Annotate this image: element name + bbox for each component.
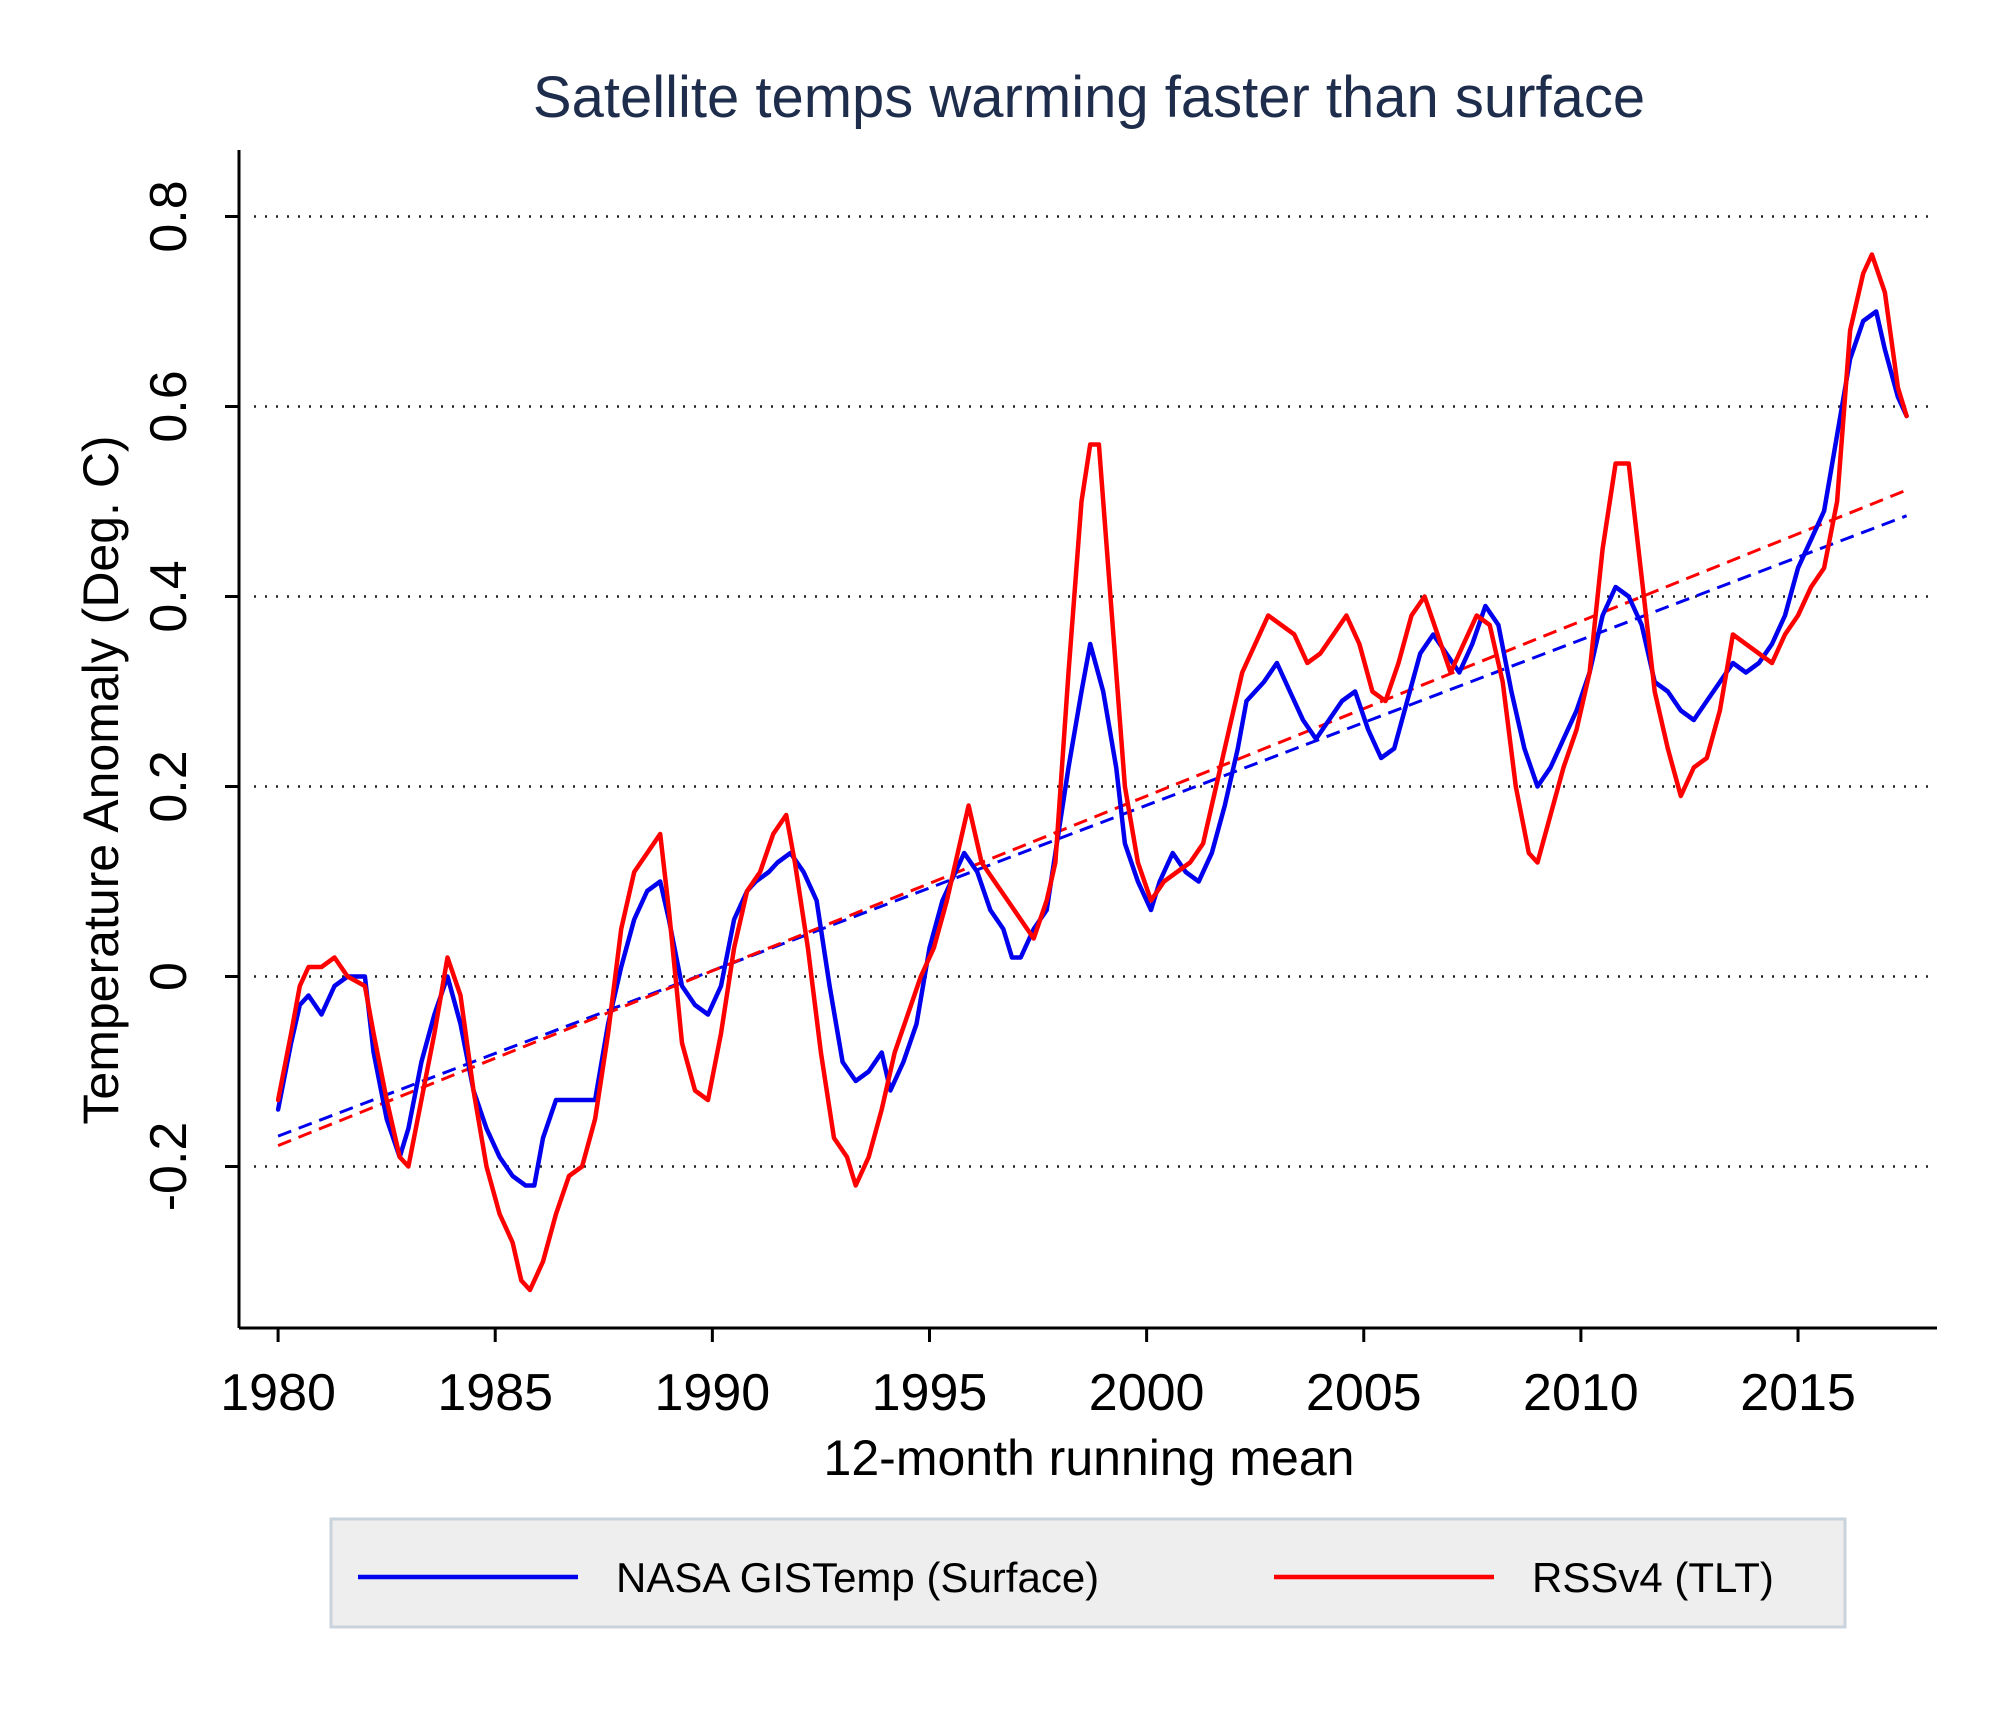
series-line-nasa-gistemp: [275, 309, 1909, 1188]
trendline-rss: [277, 488, 1908, 1147]
y-axis-label: Temperature Anomaly (Deg. C): [73, 435, 129, 1124]
x-tick-label: 2015: [1740, 1364, 1856, 1422]
x-tick-label: 1995: [872, 1364, 988, 1422]
x-axis-label: 12-month running mean: [824, 1430, 1355, 1486]
y-tick-label: 0: [140, 962, 198, 991]
trendline-nasa: [277, 514, 1908, 1138]
axis-layer: -0.2 0 0.2 0.4 0.6 0.8 1980 1985 1990 1995 2000 200…: [140, 150, 1937, 1422]
x-tick-label: 2000: [1089, 1364, 1205, 1422]
legend-box: [329, 1517, 1847, 1629]
x-tick-label: 2010: [1523, 1364, 1639, 1422]
x-tick-label: 1990: [655, 1364, 771, 1422]
legend-label-nasa: NASA GISTemp (Surface): [616, 1554, 1099, 1601]
legend: NASA GISTemp (Surface) RSSv4 (TLT): [329, 1517, 1847, 1629]
x-tick-label: 1985: [437, 1364, 553, 1422]
legend-items: NASA GISTemp (Surface) RSSv4 (TLT): [358, 1554, 1774, 1601]
y-tick-label: 0.4: [140, 560, 198, 632]
chart-title: Satellite temps warming faster than surf…: [533, 65, 1645, 130]
series-line-rssv4-tlt: [275, 252, 1909, 1293]
series-layer: [275, 252, 1909, 1293]
trend-layer: [277, 488, 1908, 1147]
y-tick-label: -0.2: [140, 1122, 198, 1212]
y-tick-label: 0.6: [140, 370, 198, 442]
legend-label-rss: RSSv4 (TLT): [1532, 1554, 1774, 1601]
y-tick-label: 0.8: [140, 180, 198, 252]
y-tick-label: 0.2: [140, 750, 198, 822]
x-tick-label: 2005: [1306, 1364, 1422, 1422]
x-tick-label: 1980: [220, 1364, 336, 1422]
